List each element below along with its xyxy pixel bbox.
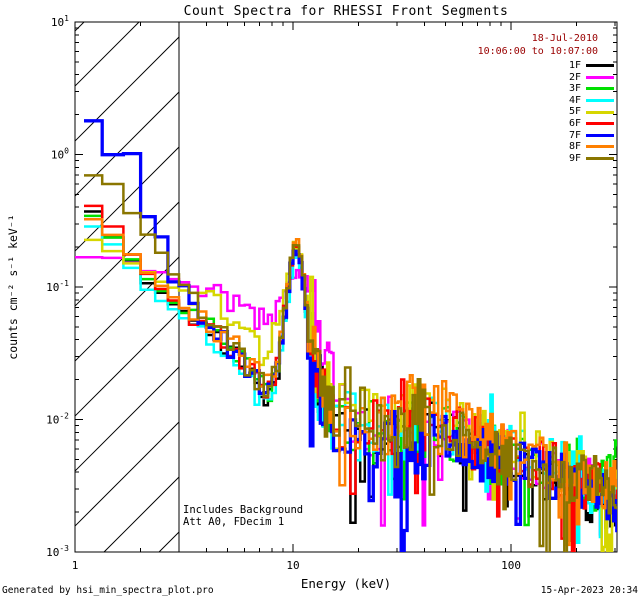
legend-label: 5F (568, 106, 581, 118)
spectra-series-group (75, 119, 617, 552)
x-tick-label: 10 (286, 559, 299, 572)
annotation-includes-background: Includes Background (183, 504, 304, 516)
series-9F (84, 174, 617, 552)
legend: 1F 2F 3F 4F 5F 6F 7F 8F 9F (460, 60, 614, 164)
low-energy-hatch-region (75, 22, 180, 552)
y-tick-label: 10-3 (46, 544, 69, 559)
footer-timestamp: 15-Apr-2023 20:34 (540, 585, 638, 596)
y-tick-label: 10-1 (46, 279, 69, 294)
legend-entry-1F: 1F (460, 60, 614, 72)
legend-swatch (586, 87, 614, 91)
axes-frame (74, 21, 618, 553)
legend-swatch (586, 64, 614, 68)
legend-swatch (586, 99, 614, 103)
legend-swatch (586, 157, 614, 161)
y-axis-label: counts cm⁻² s⁻¹ keV⁻¹ (6, 214, 20, 360)
x-tick-label: 100 (501, 559, 521, 572)
legend-entry-2F: 2F (460, 72, 614, 84)
y-tick-label: 100 (51, 147, 69, 162)
x-axis-label: Energy (keV) (300, 576, 392, 591)
observation-interval: 10:06:00 to 10:07:00 (477, 46, 598, 57)
legend-entry-7F: 7F (460, 130, 614, 142)
footer-generated-by: Generated by hsi_min_spectra_plot.pro (2, 585, 214, 596)
legend-entry-8F: 8F (460, 141, 614, 153)
legend-label: 4F (568, 94, 581, 106)
x-tick-label: 1 (72, 559, 79, 572)
legend-entry-4F: 4F (460, 95, 614, 107)
annotation-attenuator-state: Att A0, FDecim 1 (183, 516, 285, 528)
plot-title: Count Spectra for RHESSI Front Segments (183, 4, 509, 19)
legend-label: 2F (568, 71, 581, 83)
legend-label: 9F (568, 152, 581, 164)
y-tick-label: 10-2 (46, 412, 69, 427)
legend-entry-3F: 3F (460, 83, 614, 95)
legend-entry-6F: 6F (460, 118, 614, 130)
tick-labels: 1 10 100 101 100 10-1 10-2 10-3 (46, 14, 521, 572)
legend-label: 1F (568, 60, 581, 71)
legend-swatch (586, 75, 614, 79)
legend-entry-9F: 9F (460, 153, 614, 165)
legend-swatch (586, 133, 614, 137)
y-tick-label: 101 (51, 14, 69, 29)
legend-label: 3F (568, 83, 581, 95)
legend-swatch (586, 122, 614, 126)
legend-swatch (586, 145, 614, 149)
legend-label: 6F (568, 117, 581, 129)
legend-label: 8F (568, 141, 581, 153)
legend-label: 7F (568, 129, 581, 141)
legend-swatch (586, 110, 614, 114)
legend-entry-5F: 5F (460, 106, 614, 118)
observation-date: 18-Jul-2010 (531, 33, 598, 44)
